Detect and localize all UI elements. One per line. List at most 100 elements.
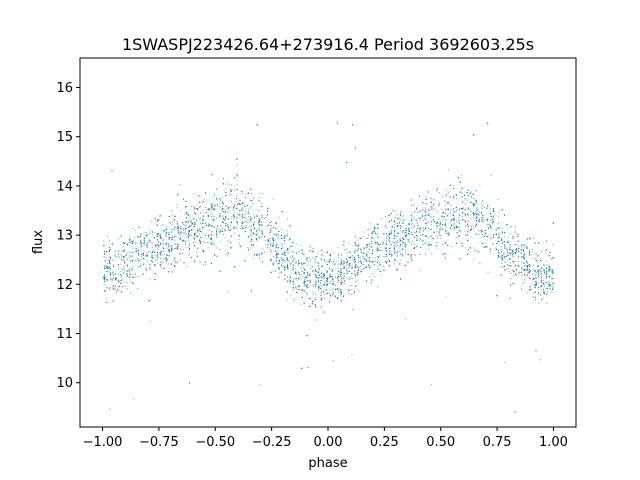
data-point [442, 212, 444, 214]
data-point [107, 263, 108, 264]
data-point [498, 235, 500, 237]
data-point [132, 228, 134, 229]
data-point [317, 270, 319, 272]
data-point [518, 255, 519, 257]
data-point [323, 277, 325, 279]
data-points [103, 122, 554, 413]
data-point [372, 236, 374, 238]
data-point [264, 251, 266, 253]
data-point [312, 247, 314, 249]
data-point [312, 250, 314, 252]
data-point [149, 320, 151, 322]
data-point [266, 247, 268, 249]
data-point [420, 217, 421, 219]
data-point [248, 208, 250, 210]
data-point [228, 228, 230, 229]
data-point [497, 236, 499, 238]
data-point [118, 250, 120, 252]
data-point [500, 238, 502, 240]
data-point [362, 236, 364, 238]
data-point [349, 285, 351, 287]
data-point [123, 270, 125, 272]
data-point [402, 240, 403, 242]
data-point [516, 274, 517, 276]
data-point [250, 235, 252, 237]
data-point [546, 250, 548, 251]
data-point [118, 249, 120, 251]
data-point [121, 278, 123, 280]
data-point [124, 286, 126, 287]
data-point [410, 244, 412, 246]
data-point [114, 254, 116, 256]
data-point [304, 290, 306, 292]
data-point [273, 243, 274, 245]
data-point [357, 262, 359, 263]
data-point [259, 209, 261, 211]
data-point [128, 251, 130, 253]
data-point [476, 218, 478, 220]
data-point [324, 298, 326, 299]
data-point [172, 215, 174, 217]
data-point [506, 241, 508, 243]
data-point [372, 261, 374, 263]
data-point [236, 164, 238, 166]
data-point [109, 259, 111, 261]
data-point [400, 230, 402, 232]
data-point [422, 219, 424, 221]
data-point [427, 221, 429, 223]
data-point [157, 255, 159, 257]
data-point [237, 208, 238, 210]
data-point [129, 236, 131, 237]
data-point [128, 270, 130, 272]
data-point [472, 225, 474, 227]
data-point [187, 233, 189, 235]
data-point [394, 210, 396, 212]
data-point [252, 257, 254, 259]
data-point [278, 263, 280, 264]
data-point [360, 268, 362, 270]
data-point [162, 244, 164, 246]
data-point [188, 243, 190, 245]
data-point [348, 293, 350, 294]
data-point [306, 280, 308, 282]
data-point [223, 177, 224, 179]
data-point [224, 212, 226, 213]
data-point [403, 230, 405, 232]
data-point [146, 259, 148, 261]
data-point [180, 249, 182, 251]
data-point [129, 259, 131, 261]
data-point [419, 227, 421, 228]
data-point [171, 247, 172, 248]
data-point [326, 261, 327, 263]
data-point [160, 243, 162, 245]
data-point [309, 267, 311, 269]
data-point [447, 232, 449, 234]
data-point [259, 384, 261, 386]
data-point [278, 216, 280, 218]
data-point [512, 255, 514, 257]
data-point [221, 220, 223, 222]
data-point [337, 274, 339, 276]
data-point [224, 237, 226, 239]
data-point [388, 264, 390, 266]
data-point [438, 224, 440, 226]
data-point [417, 227, 419, 229]
data-point [222, 228, 223, 229]
data-point [219, 199, 221, 201]
data-point [168, 236, 170, 238]
data-point [258, 197, 260, 198]
data-point [504, 362, 506, 364]
data-point [385, 256, 387, 257]
data-point [245, 210, 247, 212]
data-point [115, 250, 117, 251]
data-point [155, 231, 157, 233]
data-point [393, 235, 395, 237]
data-point [335, 260, 337, 262]
data-point [507, 260, 509, 262]
data-point [414, 211, 416, 213]
data-point [467, 213, 468, 215]
data-point [237, 223, 238, 225]
data-point [140, 236, 141, 238]
data-point [281, 260, 283, 262]
data-point [343, 283, 345, 285]
